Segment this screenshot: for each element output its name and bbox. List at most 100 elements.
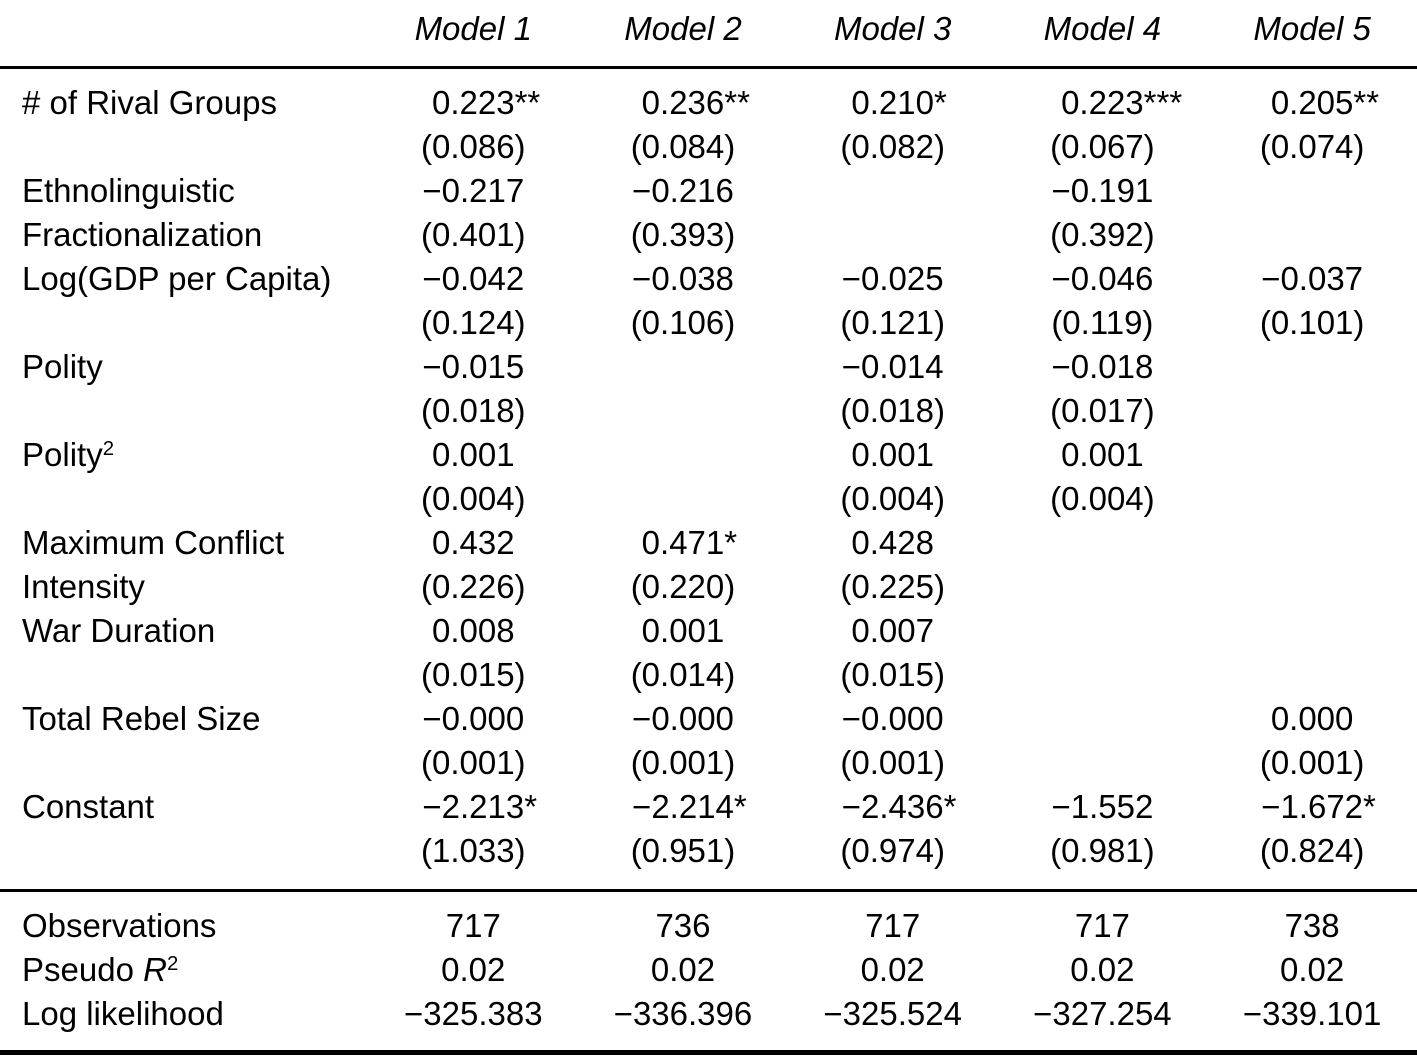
coefficient-rows: # of Rival Groups 0.223** 0.236** 0.210* 0.2… <box>0 68 1417 891</box>
se-cell: (0.220) <box>630 568 736 605</box>
stat-label-italic: R <box>143 951 167 988</box>
stat-row: Observations 717 736 717 717 738 <box>0 889 1417 948</box>
se-cell: (0.018) <box>420 392 526 429</box>
coefficient-cell: −0.000 <box>788 697 998 741</box>
coefficient-value: 0.428 <box>851 524 934 561</box>
standard-error-row: (0.018) (0.018) (0.017) <box>0 389 1417 433</box>
se-cell: (0.004) <box>420 480 526 517</box>
coefficient-value: −0.015 <box>422 348 525 385</box>
variable-label-line2 <box>0 125 368 169</box>
coefficient-value: 0.471 <box>641 524 725 561</box>
coefficient-value: 0.223 <box>431 84 515 121</box>
se-cell: (0.015) <box>420 656 526 693</box>
model-statistics-rows: Observations 717 736 717 717 738 Pseudo R2 0.02… <box>0 889 1417 1053</box>
se-cell: (0.106) <box>630 304 736 341</box>
stat-label: Observations <box>0 889 369 948</box>
variable-label-line2: Fractionalization <box>22 216 263 253</box>
stat-row: Log likelihood −325.383 −336.396 −325.524 −3… <box>0 992 1417 1053</box>
se-cell: (0.824) <box>1259 832 1365 869</box>
standard-error-row: (1.033) (0.951) (0.974) (0.981) (0.824) <box>0 829 1417 891</box>
se-cell <box>578 389 788 433</box>
se-cell <box>1207 389 1417 433</box>
coefficient-row: Ethnolinguistic −0.217 −0.216 −0.191 <box>0 169 1417 213</box>
coefficient-cell: −0.191 <box>998 169 1208 213</box>
se-cell: (0.401) <box>420 216 526 253</box>
coefficient-cell <box>578 433 788 477</box>
coefficient-cell <box>998 521 1208 565</box>
column-header-model-3: Model 3 <box>787 0 998 69</box>
coefficient-value: −2.213 <box>422 788 525 825</box>
stat-value: −325.524 <box>823 995 962 1032</box>
variable-label-line2 <box>0 829 368 891</box>
se-cell <box>1207 565 1417 609</box>
se-cell: (0.392) <box>1050 216 1155 253</box>
coefficient-value: −1.552 <box>1051 788 1154 825</box>
se-cell: (0.014) <box>630 656 736 693</box>
stat-value: 717 <box>997 889 1208 948</box>
column-header-model-4: Model 4 <box>997 0 1208 69</box>
se-cell: (0.067) <box>1050 128 1155 165</box>
stat-value: 717 <box>787 889 998 948</box>
coefficient-cell: −2.213* <box>422 788 538 825</box>
column-header-model-1: Model 1 <box>368 0 579 69</box>
variable-label-line2 <box>0 477 368 521</box>
coefficient-value: 0.236 <box>641 84 725 121</box>
se-cell: (0.951) <box>630 832 736 869</box>
coefficient-value: −0.216 <box>632 172 734 209</box>
coefficient-value: 0.223 <box>1061 84 1144 121</box>
column-header-model-5: Model 5 <box>1207 0 1417 69</box>
se-cell <box>1207 213 1417 257</box>
se-cell <box>1207 653 1417 697</box>
variable-label: Constant <box>22 788 155 825</box>
coefficient-row: Total Rebel Size −0.000 −0.000 −0.000 0.000 <box>0 697 1417 741</box>
variable-label: Polity2 <box>22 436 115 473</box>
se-cell: (1.033) <box>420 832 526 869</box>
coefficient-cell: 0.008 <box>368 609 578 653</box>
coefficient-cell <box>578 345 788 389</box>
coefficient-value: 0.001 <box>1061 436 1144 473</box>
coefficient-value: −0.018 <box>1051 348 1154 385</box>
variable-label-superscript: 2 <box>102 436 115 460</box>
se-cell: (0.974) <box>840 832 945 869</box>
coefficient-value: 0.001 <box>641 612 725 649</box>
coefficient-value: 0.007 <box>851 612 934 649</box>
coefficient-cell: 0.001 <box>368 433 578 477</box>
variable-label-line2 <box>0 653 368 697</box>
coefficient-cell: 0.205** <box>1270 84 1380 121</box>
se-cell: (0.001) <box>840 744 945 781</box>
coefficient-value: −0.000 <box>841 700 944 737</box>
se-cell: (0.017) <box>1050 392 1155 429</box>
se-cell <box>788 213 998 257</box>
coefficient-value: 0.432 <box>431 524 515 561</box>
coefficient-cell: 0.000 <box>1207 697 1417 741</box>
coefficient-cell <box>1207 345 1417 389</box>
coefficient-cell: −0.000 <box>368 697 578 741</box>
coefficient-value: −0.217 <box>422 172 525 209</box>
coefficient-cell: 0.223*** <box>1061 84 1183 121</box>
standard-error-row: Intensity (0.226) (0.220) (0.225) <box>0 565 1417 609</box>
stat-value: 0.02 <box>1070 951 1135 988</box>
se-cell: (0.124) <box>420 304 526 341</box>
coefficient-cell: −1.672* <box>1261 788 1376 825</box>
coefficient-row: War Duration 0.008 0.001 0.007 <box>0 609 1417 653</box>
standard-error-row: (0.001) (0.001) (0.001) (0.001) <box>0 741 1417 785</box>
coefficient-value: −0.000 <box>422 700 525 737</box>
standard-error-row: Fractionalization (0.401) (0.393) (0.392) <box>0 213 1417 257</box>
se-cell: (0.226) <box>420 568 526 605</box>
se-cell: (0.004) <box>840 480 945 517</box>
coefficient-row: Maximum Conflict 0.432 0.471* 0.428 <box>0 521 1417 565</box>
se-cell: (0.101) <box>1259 304 1365 341</box>
coefficient-value: 0.205 <box>1270 84 1354 121</box>
coefficient-cell <box>1207 169 1417 213</box>
coefficient-cell: −0.046 <box>998 257 1208 301</box>
coefficient-value: 0.001 <box>431 436 515 473</box>
stat-row: Pseudo R2 0.02 0.02 0.02 0.02 0.02 <box>0 948 1417 992</box>
coefficient-cell: −0.037 <box>1207 257 1417 301</box>
stat-value: −327.254 <box>1033 995 1172 1032</box>
se-cell: (0.393) <box>630 216 736 253</box>
coefficient-value: −0.037 <box>1261 260 1364 297</box>
coefficient-row: Log(GDP per Capita) −0.042 −0.038 −0.025 −0.… <box>0 257 1417 301</box>
coefficient-value: −0.046 <box>1051 260 1154 297</box>
